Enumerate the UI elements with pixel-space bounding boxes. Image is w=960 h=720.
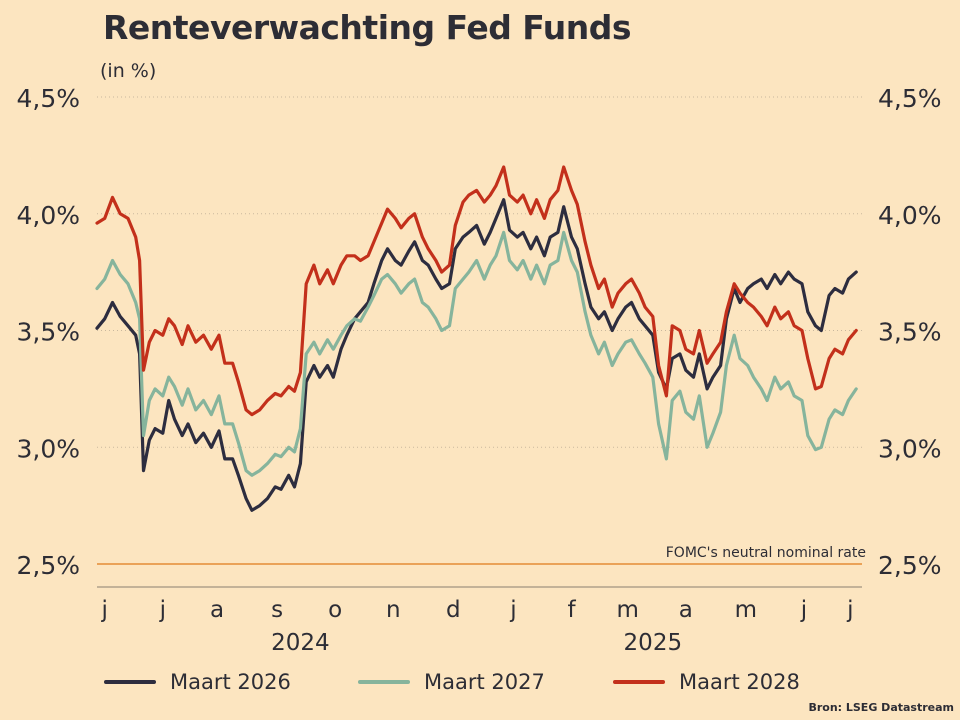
- y-tick-label-right-0: 4,5%: [878, 84, 942, 113]
- x-tick-label-4: o: [328, 597, 342, 623]
- legend-label-maart-2028: Maart 2028: [679, 670, 800, 694]
- x-tick-label-5: n: [386, 597, 401, 623]
- x-tick-label-12: j: [800, 597, 807, 623]
- series-line-maart-2026: [95, 198, 858, 512]
- x-tick-label-2: a: [210, 597, 224, 623]
- y-tick-label-right-2: 3,5%: [878, 318, 942, 347]
- y-tick-label-left-0: 4,5%: [16, 84, 80, 113]
- y-tick-label-left-2: 3,5%: [16, 318, 80, 347]
- series-line-maart-2028: [95, 165, 858, 417]
- x-tick-label-13: j: [846, 597, 853, 623]
- legend-label-maart-2026: Maart 2026: [170, 670, 291, 694]
- y-tick-label-left-4: 2,5%: [16, 551, 80, 580]
- x-tick-label-0: j: [101, 597, 108, 623]
- x-tick-label-10: a: [679, 597, 693, 623]
- x-tick-label-7: j: [509, 597, 516, 623]
- legend-item-maart-2027: Maart 2027: [358, 670, 545, 694]
- legend-swatch-maart-2027: [358, 680, 410, 684]
- x-tick-label-9: m: [616, 597, 638, 623]
- legend: Maart 2026 Maart 2027 Maart 2028: [0, 670, 960, 700]
- x-tick-label-1: j: [159, 597, 166, 623]
- source-note: Bron: LSEG Datastream: [808, 701, 954, 714]
- legend-item-maart-2026: Maart 2026: [104, 670, 291, 694]
- x-tick-label-6: d: [446, 597, 461, 623]
- legend-swatch-maart-2026: [104, 680, 156, 684]
- neutral-rate-label: FOMC's neutral nominal rate: [666, 545, 866, 561]
- y-tick-label-right-4: 2,5%: [878, 551, 942, 580]
- chart-title: Renteverwachting Fed Funds: [103, 8, 631, 47]
- x-tick-label-8: f: [567, 597, 576, 623]
- y-tick-label-left-3: 3,0%: [16, 434, 80, 463]
- unit-label: (in %): [100, 60, 157, 82]
- legend-swatch-maart-2028: [613, 680, 665, 684]
- legend-label-maart-2027: Maart 2027: [424, 670, 545, 694]
- year-label-0: 2024: [271, 630, 330, 656]
- y-tick-label-right-3: 3,0%: [878, 434, 942, 463]
- legend-item-maart-2028: Maart 2028: [613, 670, 800, 694]
- year-label-1: 2025: [624, 630, 683, 656]
- x-tick-label-11: m: [735, 597, 757, 623]
- y-tick-label-right-1: 4,0%: [878, 201, 942, 230]
- series-line-maart-2027: [95, 230, 858, 477]
- y-tick-label-left-1: 4,0%: [16, 201, 80, 230]
- x-tick-label-3: s: [271, 597, 283, 623]
